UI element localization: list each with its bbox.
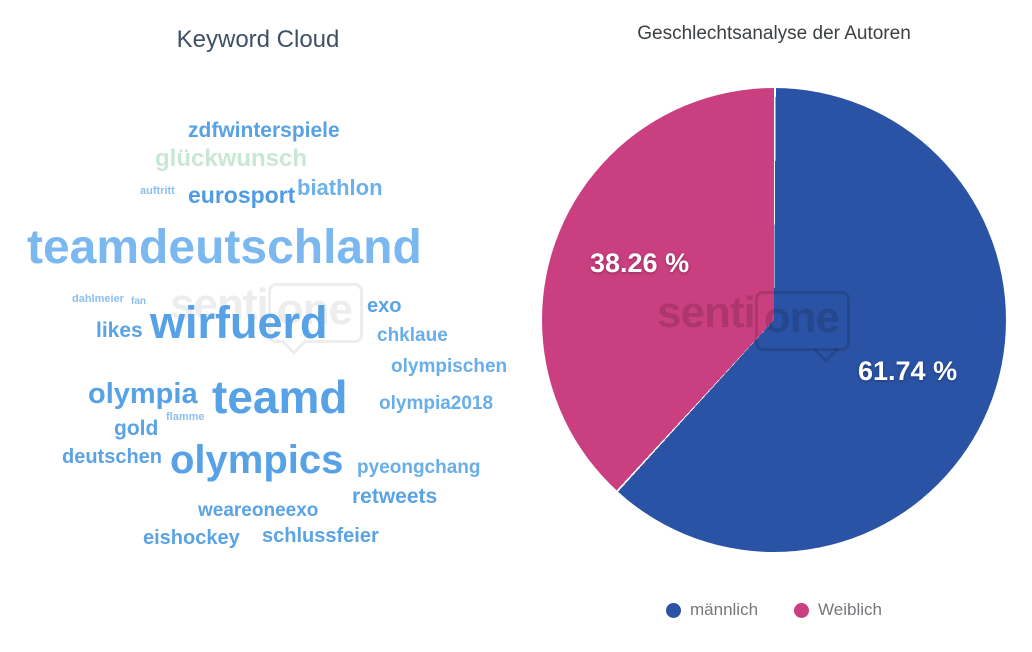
keyword-auftritt[interactable]: auftritt xyxy=(140,185,175,197)
keyword-eurosport[interactable]: eurosport xyxy=(188,182,296,208)
keyword-flamme[interactable]: flamme xyxy=(166,411,205,423)
watermark-one-bubble: one xyxy=(267,283,363,343)
keyword-exo[interactable]: exo xyxy=(367,295,402,317)
keyword-dahlmeier[interactable]: dahlmeier xyxy=(72,293,124,305)
legend-dot-icon xyxy=(794,602,810,618)
keyword-cloud: senti one zdfwinterspiele glückwunsch auft… xyxy=(0,0,516,652)
legend-label: männlich xyxy=(690,600,759,619)
watermark-senti-text: senti xyxy=(657,288,756,337)
female-slice-label: 38.26 % xyxy=(590,248,690,278)
sentione-watermark-light: senti one xyxy=(170,283,363,343)
keyword-wirfuerd[interactable]: wirfuerd xyxy=(150,297,328,348)
keyword-weareoneexo[interactable]: weareoneexo xyxy=(198,500,319,521)
keyword-teamdeutschland[interactable]: teamdeutschland xyxy=(27,221,422,274)
legend-label: Weiblich xyxy=(818,600,882,619)
keyword-zdfwinterspiele[interactable]: zdfwinterspiele xyxy=(188,119,340,142)
legend-item-Weiblich[interactable]: Weiblich xyxy=(794,600,882,620)
keyword-likes[interactable]: likes xyxy=(96,319,143,342)
watermark-one-bubble: one xyxy=(754,291,850,351)
keyword-olympischen[interactable]: olympischen xyxy=(391,356,508,377)
pie-legend: männlich Weiblich xyxy=(516,600,1032,620)
keyword-olympics[interactable]: olympics xyxy=(170,438,344,482)
keyword-olympia[interactable]: olympia xyxy=(88,378,198,410)
keyword-schlussfeier[interactable]: schlussfeier xyxy=(262,525,379,547)
legend-dot-icon xyxy=(666,602,681,618)
keyword-deutschen[interactable]: deutschen xyxy=(62,446,163,468)
gender-analysis-title: Geschlechtsanalyse der Autoren xyxy=(637,22,911,44)
keyword-eishockey[interactable]: eishockey xyxy=(143,527,240,549)
keyword-cloud-title: Keyword Cloud xyxy=(176,25,340,53)
watermark-senti-text: senti xyxy=(170,280,269,329)
keyword-chklaue[interactable]: chklaue xyxy=(377,325,448,346)
keyword-glückwunsch[interactable]: glückwunsch xyxy=(155,145,308,172)
keyword-biathlon[interactable]: biathlon xyxy=(297,175,383,200)
male-slice-label: 61.74 % xyxy=(858,356,958,386)
keyword-fan[interactable]: fan xyxy=(131,296,146,307)
legend-item-männlich[interactable]: männlich xyxy=(666,600,758,620)
keyword-pyeongchang[interactable]: pyeongchang xyxy=(357,457,481,478)
keyword-olympia2018[interactable]: olympia2018 xyxy=(379,393,494,414)
sentione-watermark-dark: senti one xyxy=(657,291,850,351)
keyword-teamd[interactable]: teamd xyxy=(212,371,348,423)
keyword-gold[interactable]: gold xyxy=(114,417,159,440)
keyword-retweets[interactable]: retweets xyxy=(352,485,438,508)
